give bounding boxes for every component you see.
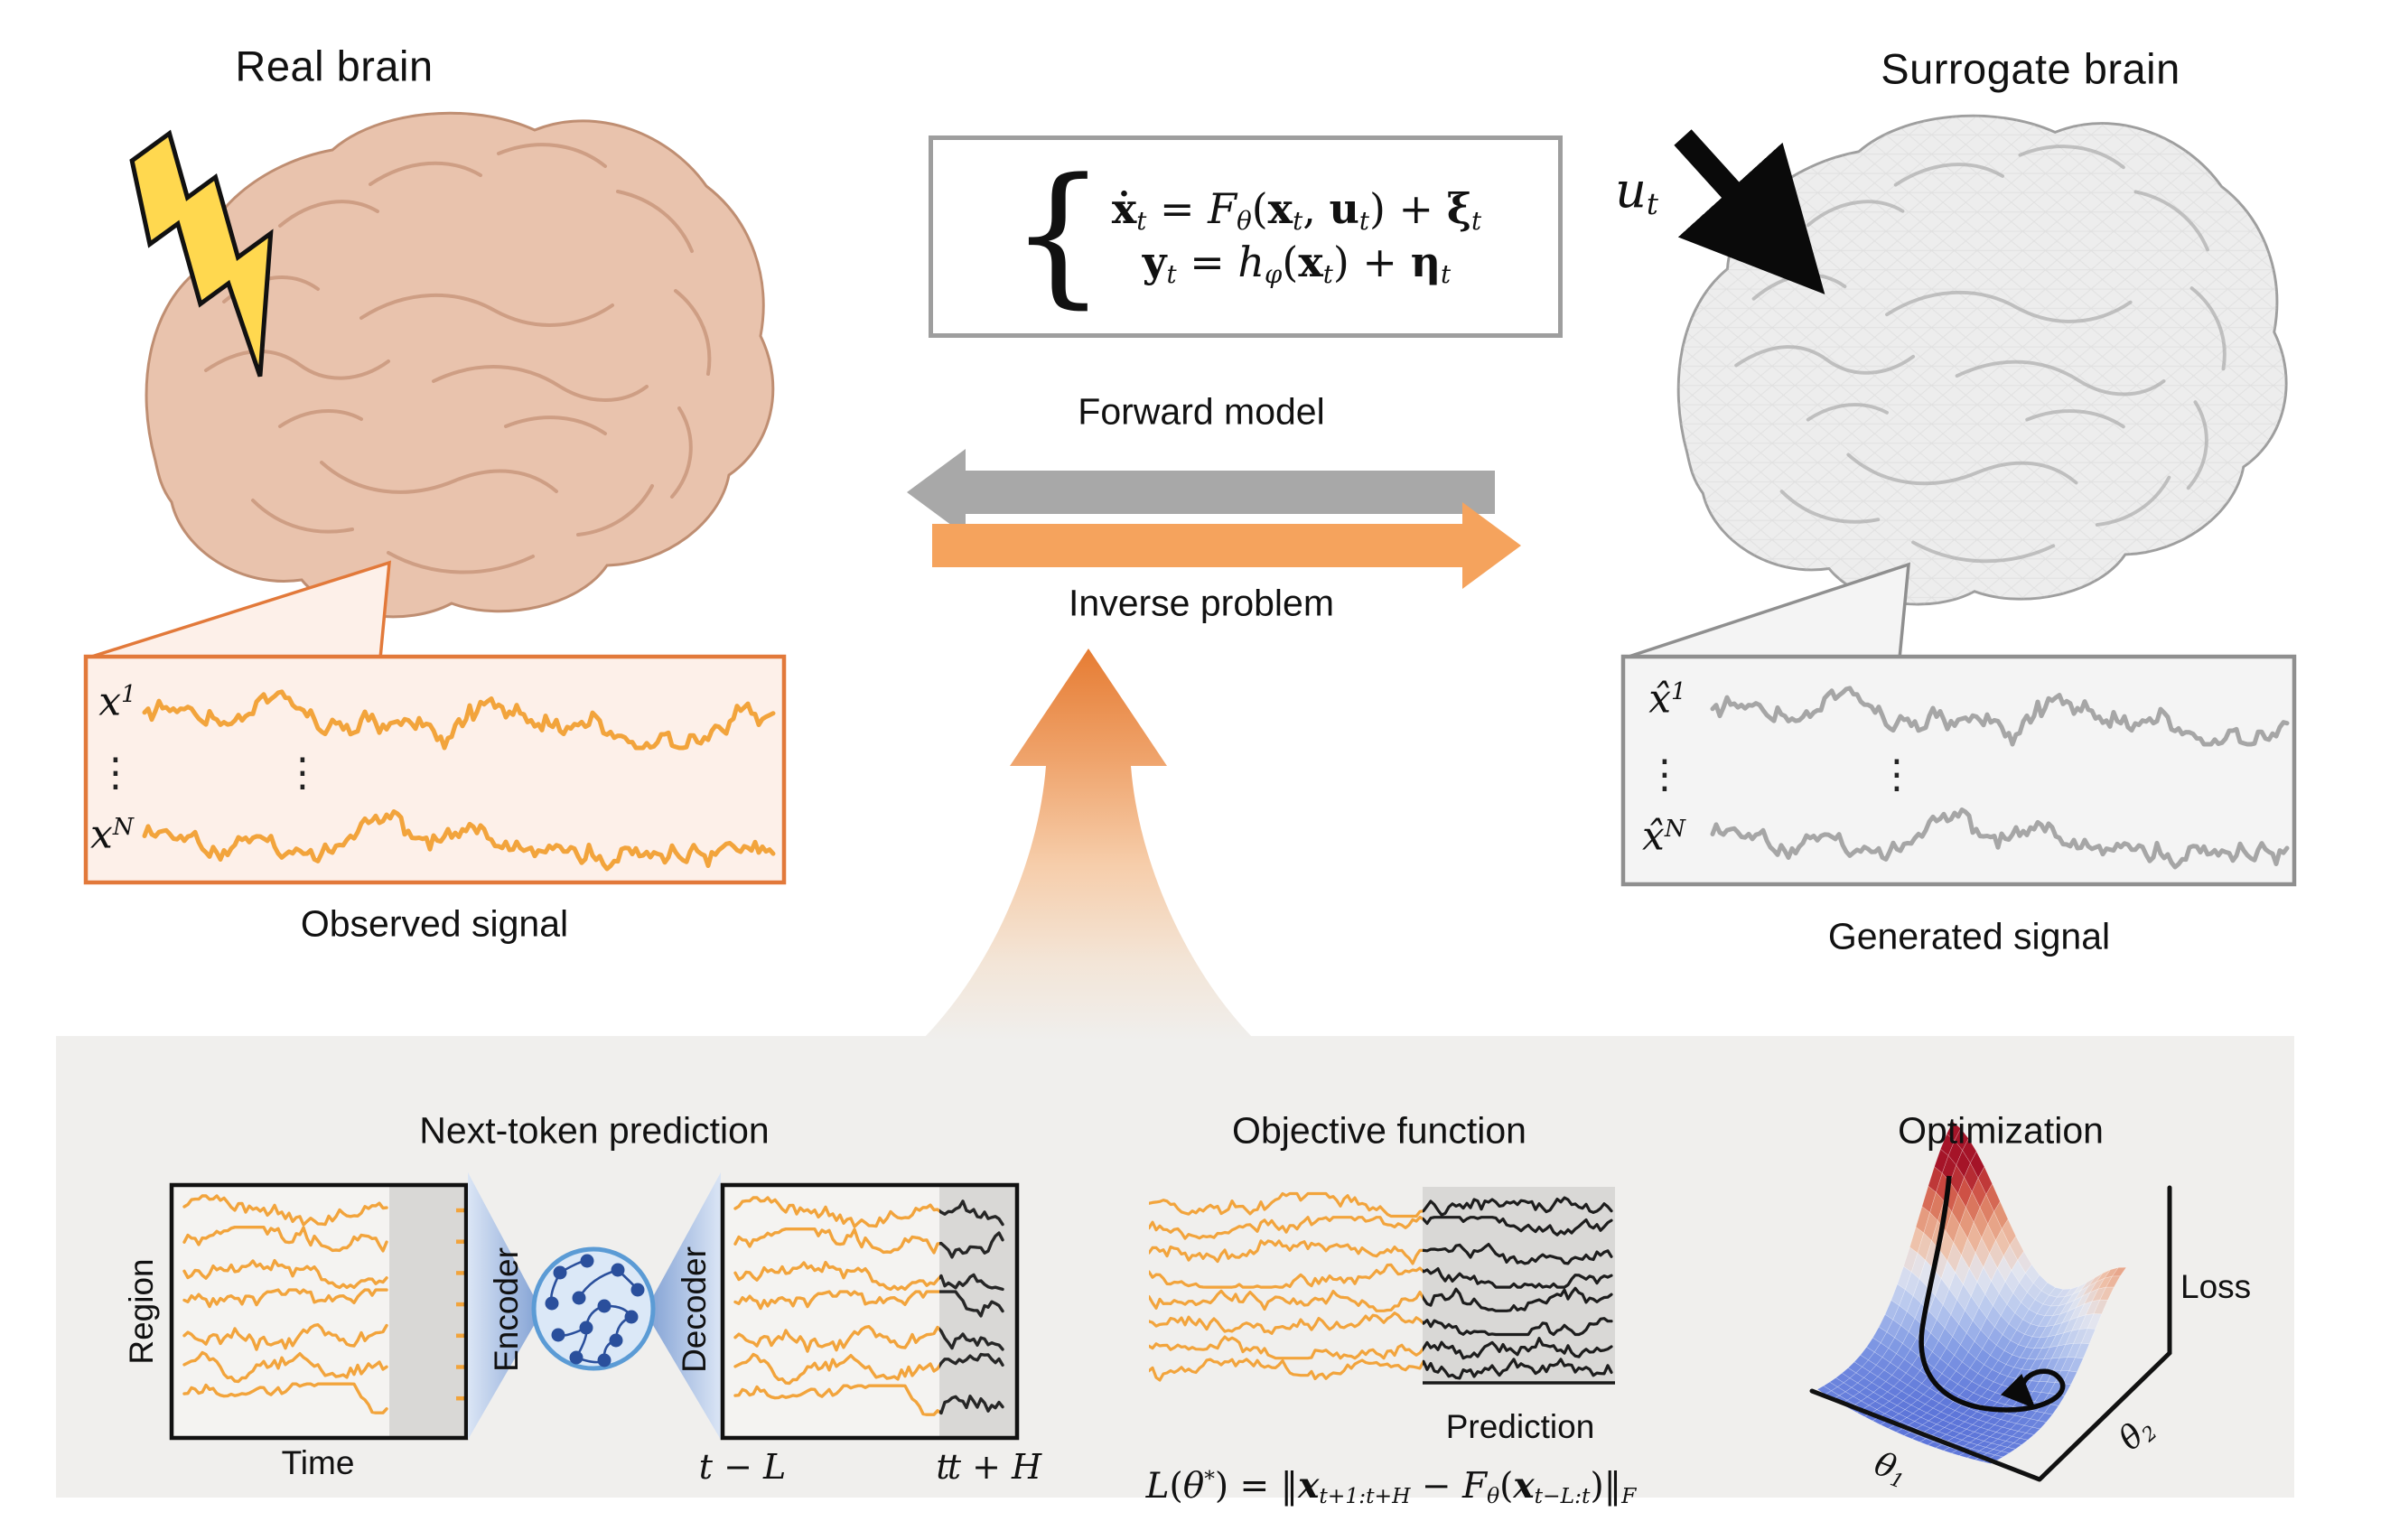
observed-dots-left: ⋮: [96, 750, 135, 796]
observed-signal-plot: [83, 654, 787, 885]
forward-model-arrow: [907, 449, 1495, 536]
xN-label: xN: [90, 811, 134, 858]
generated-signal-label: Generated signal: [1827, 915, 2111, 957]
optimization-title: Optimization: [1898, 1109, 2104, 1152]
real-brain-illustration: [145, 111, 775, 619]
xhatN-label: x̂N: [1642, 813, 1685, 860]
inverse-problem-up-arrow: [923, 649, 1254, 1042]
inverse-problem-label: Inverse problem: [1069, 582, 1334, 624]
generated-signal-plot: [1620, 654, 2297, 887]
generated-dots-left: ⋮: [1645, 751, 1685, 798]
encoder-label: Encoder: [488, 1247, 525, 1372]
region-axis-label: Region: [123, 1258, 160, 1365]
xhat1-label: x̂1: [1648, 676, 1686, 723]
next-token-title: Next-token prediction: [419, 1109, 770, 1152]
lightning-bolt-icon: [104, 120, 335, 383]
stimulus-input-arrow: [1674, 129, 1825, 294]
surrogate-brain-illustration: [1676, 114, 2288, 606]
state-equation-line1: ẋt = Fθ(xt, ut) + ξt: [1111, 184, 1482, 236]
loss-axis-label: Loss: [2180, 1268, 2252, 1305]
state-equation-line2: yt = hφ(xt) + ηt: [1142, 238, 1452, 289]
encoder-input-plot: [169, 1182, 469, 1441]
state-space-equation-box: { ẋt = Fθ(xt, ut) + ξt yt = hφ(xt) + ηt: [929, 135, 1563, 338]
inverse-problem-arrow: [932, 502, 1521, 589]
observed-dots-mid: ⋮: [283, 750, 322, 796]
generated-dots-mid: ⋮: [1877, 751, 1917, 798]
objective-title: Objective function: [1232, 1109, 1526, 1152]
surrogate-brain-title: Surrogate brain: [1881, 44, 2180, 93]
objective-signal-plot: [1149, 1187, 1615, 1385]
prediction-label: Prediction: [1445, 1408, 1595, 1445]
forward-model-label: Forward model: [1078, 390, 1325, 433]
input-u-t-label: ut: [1615, 161, 1658, 222]
real-brain-title: Real brain: [235, 42, 434, 90]
t-label: t: [936, 1447, 950, 1487]
t-plus-H-label: t + H: [947, 1447, 1042, 1487]
observed-signal-label: Observed signal: [300, 902, 569, 945]
loss-equation: L(θ*) = ‖xt+1:t+H − Fθ(xt−L:t)‖F: [1145, 1465, 1637, 1508]
time-axis-label: Time: [281, 1444, 355, 1481]
loss-surface-3d: [1809, 1121, 2172, 1482]
encoder-decoder-network: [468, 1172, 721, 1440]
x1-label: x1: [98, 678, 136, 725]
decoder-label: Decoder: [676, 1246, 713, 1373]
decoder-output-plot: [720, 1182, 1020, 1441]
callout-wedges: [85, 560, 1910, 660]
t-minus-L-label: t − L: [698, 1447, 787, 1487]
